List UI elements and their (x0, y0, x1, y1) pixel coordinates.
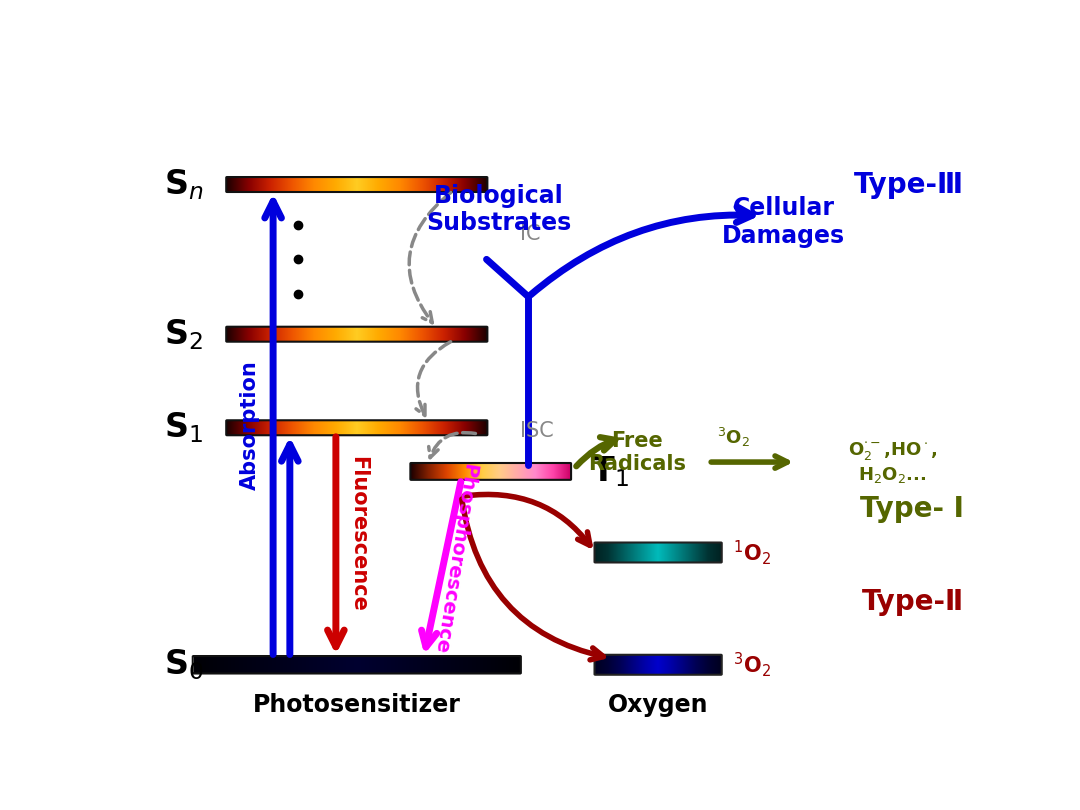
Text: Photosensitizer: Photosensitizer (253, 693, 461, 718)
Text: Type- Ⅰ: Type- Ⅰ (860, 495, 963, 522)
Text: $^3$O$_2$: $^3$O$_2$ (733, 650, 771, 679)
Text: S$_2$: S$_2$ (164, 317, 203, 352)
Text: S$_0$: S$_0$ (164, 647, 203, 682)
Text: $^3$O$_2$: $^3$O$_2$ (717, 425, 750, 449)
Text: Type-Ⅱ: Type-Ⅱ (862, 588, 963, 616)
Text: O$_2^{\cdot-}$,HO$^\cdot$,
H$_2$O$_2$...: O$_2^{\cdot-}$,HO$^\cdot$, H$_2$O$_2$... (848, 440, 937, 484)
Text: S$_n$: S$_n$ (164, 167, 203, 202)
Text: Biological
Substrates: Biological Substrates (427, 184, 571, 236)
Text: $^1$O$_2$: $^1$O$_2$ (733, 538, 771, 567)
Text: Type-Ⅲ: Type-Ⅲ (853, 171, 963, 198)
Text: Free
Radicals: Free Radicals (589, 431, 686, 475)
Text: T$_1$: T$_1$ (591, 454, 629, 488)
Text: Phosphorescence: Phosphorescence (431, 463, 480, 655)
Text: Oxygen: Oxygen (608, 693, 708, 718)
Text: Absorption: Absorption (240, 360, 259, 489)
Text: Cellular
Damages: Cellular Damages (723, 196, 846, 248)
Text: IC: IC (521, 224, 540, 245)
Text: ISC: ISC (521, 421, 554, 441)
Text: S$_1$: S$_1$ (164, 411, 203, 446)
Text: Fluorescence: Fluorescence (349, 456, 368, 612)
